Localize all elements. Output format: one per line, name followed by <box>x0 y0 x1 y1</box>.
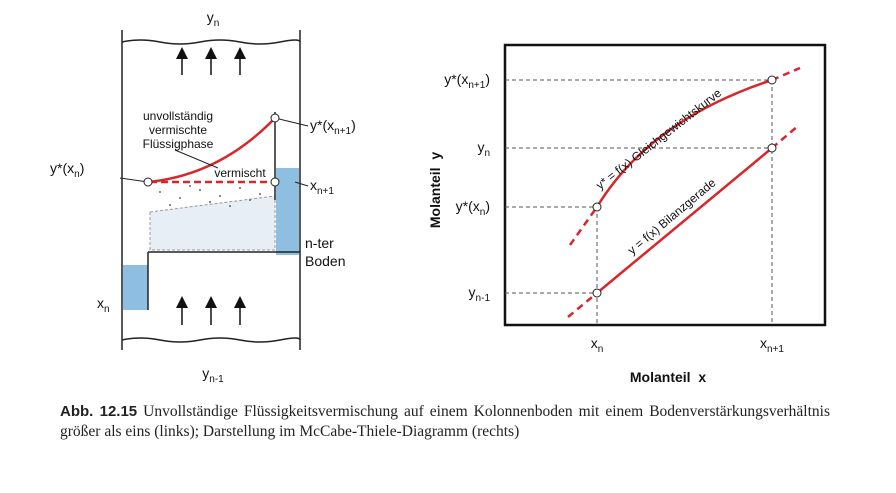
label-part: x <box>310 177 317 193</box>
label: unvollständig <box>143 109 213 123</box>
label: Boden <box>305 253 345 269</box>
label: vermischt <box>214 166 266 180</box>
label: yn-1 <box>202 365 224 385</box>
label: y*(xn+1) <box>310 117 356 137</box>
label-part: y*(x <box>444 71 468 87</box>
label-part: y <box>207 9 214 25</box>
subscript: n+1 <box>317 186 334 197</box>
label: Flüssigphase <box>143 137 214 151</box>
subscript: n-1 <box>209 374 224 385</box>
vapor-arrows <box>176 47 246 325</box>
x-label: xn <box>591 335 604 355</box>
chart-frame <box>503 43 827 327</box>
label-part: y <box>469 284 476 300</box>
figure: yn yn-1 unvollständig vermischte Flüssig… <box>50 9 827 385</box>
label-part: y*(x <box>310 117 334 133</box>
caption-number: Abb. 12.15 <box>60 403 138 420</box>
label: n-ter <box>305 235 334 251</box>
label-part: ) <box>351 117 356 133</box>
label: xn <box>97 295 110 315</box>
curve-label: y* = f(x) Gleichgewichtskurve <box>593 86 724 193</box>
subscript: n <box>74 169 80 180</box>
label-part: y <box>477 139 484 155</box>
subscript: n <box>214 18 220 29</box>
caption: Abb. 12.15 Unvollständige Flüssigkeitsve… <box>60 402 830 442</box>
subscript: n+1 <box>334 126 351 137</box>
guides <box>505 79 773 325</box>
label-part: ) <box>485 71 490 87</box>
subscript: n <box>104 304 110 315</box>
y-label: y*(xn) <box>456 198 490 218</box>
y-label: yn-1 <box>469 284 491 304</box>
y-label: y*(xn+1) <box>444 71 490 91</box>
subscript: n+1 <box>767 344 784 355</box>
x-label: xn+1 <box>760 335 784 355</box>
label-part: y*(x <box>50 160 74 176</box>
label-part: x <box>97 295 104 311</box>
label-part: y <box>202 365 209 381</box>
label-part: ) <box>485 198 490 214</box>
caption-text: Unvollständige Flüssigkeitsvermischung a… <box>60 403 830 440</box>
label-part: ) <box>80 160 85 176</box>
axis-title: Molanteil y <box>427 152 443 228</box>
curve-label: y = f(x) Bilanzgerade <box>625 175 719 257</box>
label: xn+1 <box>310 177 334 197</box>
axis-title: Molanteil x <box>630 369 706 385</box>
label-part: x <box>760 335 767 351</box>
tray <box>119 112 309 310</box>
y-label: yn <box>477 139 490 159</box>
subscript: n <box>484 148 490 159</box>
subscript: n+1 <box>468 80 485 91</box>
label: yn <box>207 9 220 29</box>
subscript: n-1 <box>476 293 491 304</box>
label: vermischte <box>149 123 207 137</box>
label-part: y*(x <box>456 198 480 214</box>
label: y*(xn) <box>50 160 84 180</box>
curves <box>567 66 801 318</box>
subscript: n <box>480 207 486 218</box>
label-part: x <box>591 335 598 351</box>
column <box>121 30 301 350</box>
subscript: n <box>598 344 604 355</box>
